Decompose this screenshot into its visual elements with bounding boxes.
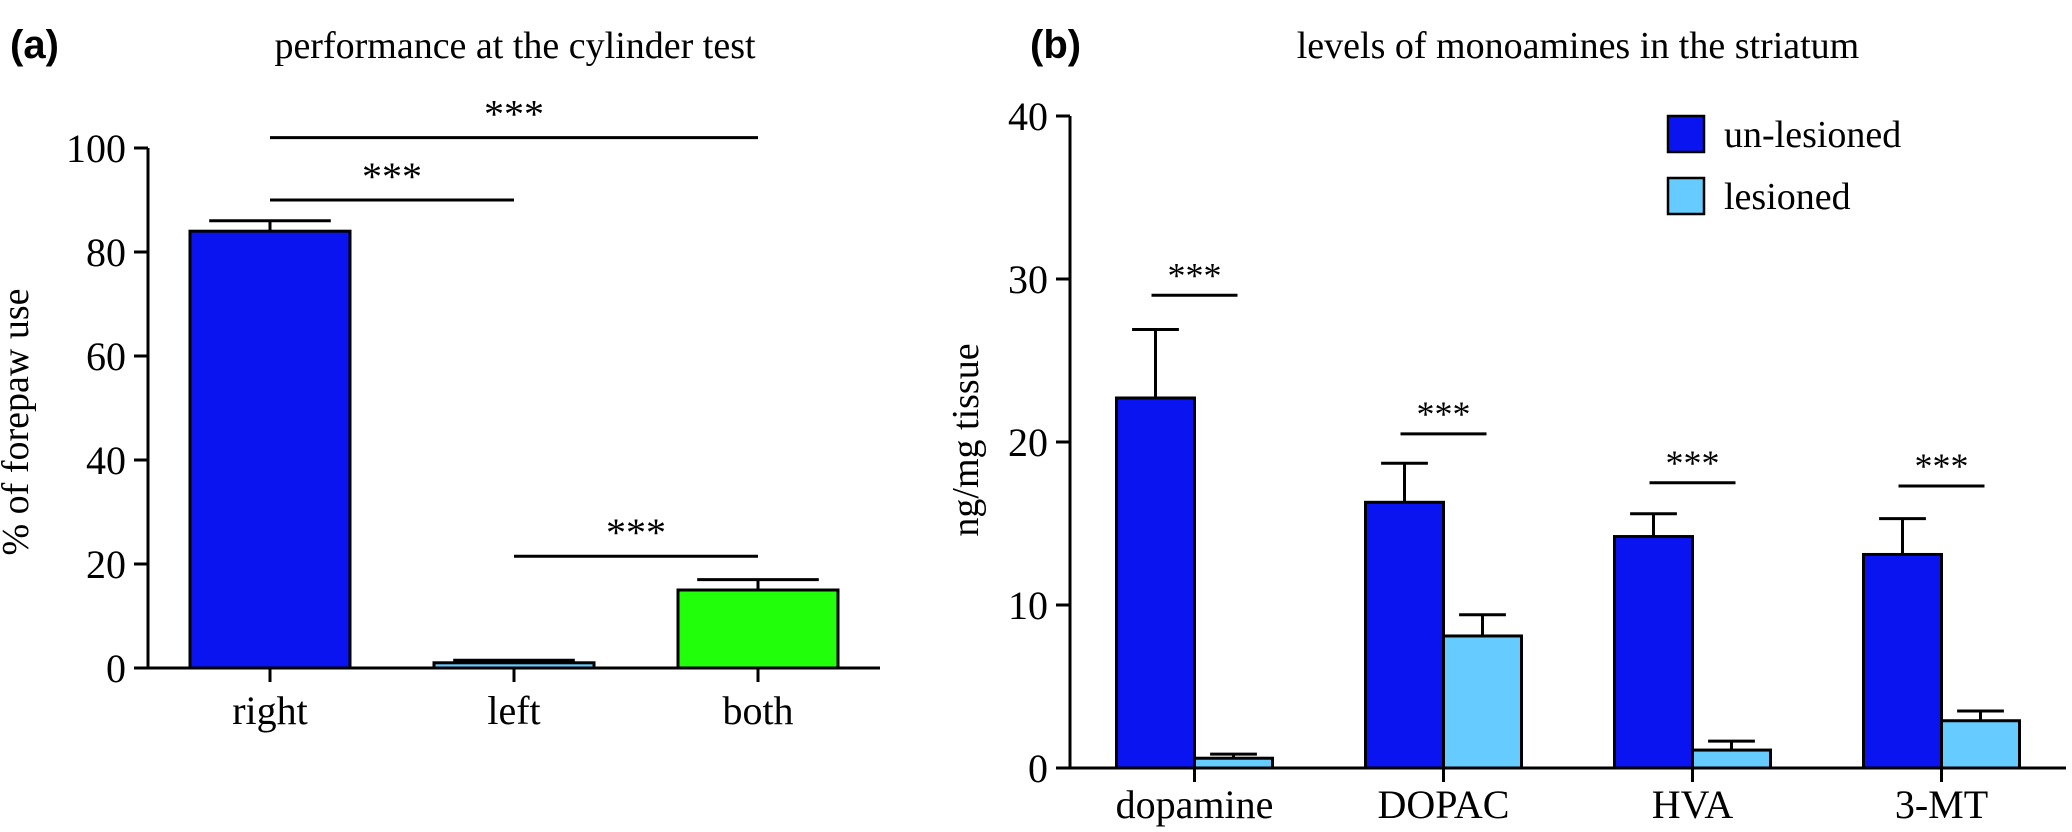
panel-b-x-tick-label-dopac: DOPAC [1378, 782, 1510, 827]
panel-b-significance-label-dopamine: *** [1168, 255, 1222, 295]
panel-a-title: performance at the cylinder test [274, 25, 756, 67]
panel-a-y-tick-label: 0 [106, 646, 126, 691]
panel-b-bar-un-lesioned-dopamine [1115, 396, 1196, 770]
panel-a-plot: 0 20 40 60 80 100 right left both *** *** *** [66, 92, 880, 733]
panel-b-bar-lesioned-3-mt [1940, 719, 2021, 770]
panel-b-y-tick-label: 0 [1028, 746, 1048, 791]
panel-a-y-tick-label: 40 [86, 438, 126, 483]
legend-label-lesioned: lesioned [1724, 176, 1851, 218]
panel-b-x-tick-label-dopamine: dopamine [1116, 782, 1274, 827]
panel-a-y-tick-label: 20 [86, 542, 126, 587]
panel-a-bar-left [432, 661, 596, 670]
panel-a-y-tick-label: 80 [86, 230, 126, 275]
panel-a-bar-both [676, 588, 840, 670]
panel-b-x-tick-label-3-mt: 3-MT [1895, 782, 1988, 827]
legend-swatch-un-lesioned [1666, 114, 1706, 154]
panel-b-plot: 0 10 20 30 40 dopamine DOPAC HVA 3-MT *** *** *** **… [1008, 94, 2066, 827]
panel-b-significance-label-3-mt: *** [1915, 446, 1969, 486]
panel-b-bar-un-lesioned-dopac [1364, 500, 1445, 770]
panel-b-y-tick-label: 30 [1008, 257, 1048, 302]
panel-b-y-tick-label: 40 [1008, 94, 1048, 139]
panel-a-letter: (a) [10, 23, 59, 67]
panel-b-y-axis-label: ng/mg tissue [945, 343, 987, 536]
legend-swatch-lesioned [1666, 176, 1706, 216]
legend-label-un-lesioned: un-lesioned [1724, 114, 1901, 156]
panel-b-y-tick-label: 10 [1008, 583, 1048, 628]
panel-a: (a) performance at the cylinder test % o… [0, 23, 880, 733]
panel-a-x-tick-label-left: left [487, 688, 540, 733]
panel-b-bar-lesioned-hva [1691, 748, 1772, 770]
legend: un-lesioned lesioned [1666, 114, 1901, 218]
panel-a-significance-label-1: *** [362, 154, 422, 199]
panel-a-y-tick-label: 60 [86, 334, 126, 379]
panel-b-title: levels of monoamines in the striatum [1297, 25, 1860, 67]
panel-a-bar-right [188, 229, 352, 670]
panel-b-bar-un-lesioned-hva [1613, 535, 1694, 770]
panel-b: (b) levels of monoamines in the striatum… [945, 23, 2066, 827]
panel-b-bar-lesioned-dopamine [1193, 756, 1274, 770]
panel-a-significance-label-0: *** [484, 92, 544, 137]
panel-b-x-tick-label-hva: HVA [1652, 782, 1734, 827]
panel-b-letter: (b) [1030, 23, 1081, 67]
panel-b-significance-label-hva: *** [1666, 443, 1720, 483]
panel-a-y-tick-label: 100 [66, 126, 126, 171]
panel-a-significance-label-2: *** [606, 510, 666, 555]
panel-a-x-tick-label-right: right [232, 688, 308, 733]
panel-b-bar-un-lesioned-3-mt [1862, 552, 1943, 770]
panel-a-y-axis-label: % of forepaw use [0, 289, 37, 556]
panel-b-significance-label-dopac: *** [1417, 394, 1471, 434]
panel-b-y-tick-label: 20 [1008, 420, 1048, 465]
panel-b-bar-lesioned-dopac [1442, 634, 1523, 770]
panel-a-x-tick-label-both: both [722, 688, 793, 733]
